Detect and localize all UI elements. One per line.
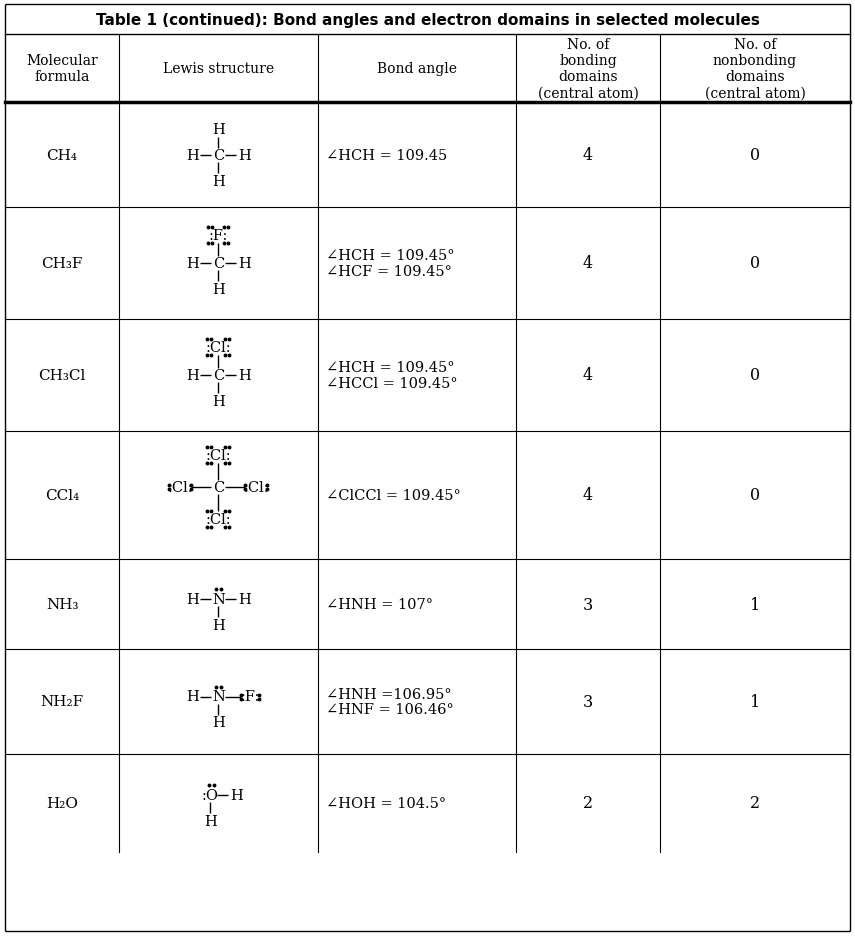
Text: Lewis structure: Lewis structure: [162, 62, 274, 76]
Text: ∠HCF = 109.45°: ∠HCF = 109.45°: [326, 264, 451, 278]
Text: :Cl:: :Cl:: [244, 480, 269, 494]
Text: H: H: [212, 395, 225, 408]
Text: H: H: [212, 174, 225, 188]
Text: H: H: [212, 619, 225, 633]
Text: ∠HCH = 109.45°: ∠HCH = 109.45°: [326, 361, 454, 375]
Text: 1: 1: [750, 694, 760, 710]
Text: :F:: :F:: [240, 690, 260, 704]
Text: H: H: [186, 369, 198, 383]
Text: ∠HOH = 104.5°: ∠HOH = 104.5°: [326, 797, 445, 811]
Text: H: H: [186, 690, 198, 704]
Text: NH₃: NH₃: [46, 597, 79, 611]
Text: ∠HNH =106.95°: ∠HNH =106.95°: [326, 687, 451, 701]
Text: 4: 4: [583, 256, 593, 272]
Text: ∠HNH = 107°: ∠HNH = 107°: [326, 597, 433, 611]
Text: C: C: [213, 369, 224, 383]
Text: NH₂F: NH₂F: [40, 695, 84, 709]
Text: H₂O: H₂O: [46, 797, 78, 811]
Text: 4: 4: [583, 147, 593, 164]
Text: 0: 0: [750, 367, 760, 384]
Text: No. of
nonbonding
domains
(central atom): No. of nonbonding domains (central atom): [705, 37, 805, 100]
Text: CCl₄: CCl₄: [45, 489, 80, 503]
Text: 1: 1: [750, 596, 760, 613]
Text: C: C: [213, 480, 224, 494]
Text: H: H: [238, 148, 251, 162]
Text: :O: :O: [202, 788, 219, 802]
Text: :Cl:: :Cl:: [205, 448, 231, 462]
Text: C: C: [213, 148, 224, 162]
Text: ∠HNF = 106.46°: ∠HNF = 106.46°: [326, 702, 453, 716]
Text: C: C: [213, 256, 224, 271]
Text: ∠ClCCl = 109.45°: ∠ClCCl = 109.45°: [326, 489, 460, 503]
Text: H: H: [204, 814, 216, 828]
Text: H: H: [186, 256, 198, 271]
Text: Table 1 (continued): Bond angles and electron domains in selected molecules: Table 1 (continued): Bond angles and ele…: [96, 12, 759, 27]
Text: 0: 0: [750, 256, 760, 272]
Text: H: H: [238, 592, 251, 607]
Text: No. of
bonding
domains
(central atom): No. of bonding domains (central atom): [538, 37, 639, 100]
Text: Bond angle: Bond angle: [377, 62, 457, 76]
Text: CH₃F: CH₃F: [41, 256, 83, 271]
Text: H: H: [186, 148, 198, 162]
Text: ∠HCCl = 109.45°: ∠HCCl = 109.45°: [326, 376, 457, 390]
Text: H: H: [230, 788, 243, 802]
Text: 3: 3: [583, 596, 593, 613]
Text: H: H: [238, 369, 251, 383]
Text: H: H: [238, 256, 251, 271]
Text: 4: 4: [583, 367, 593, 384]
Text: 4: 4: [583, 487, 593, 504]
Text: H: H: [212, 283, 225, 297]
Text: 2: 2: [583, 795, 593, 812]
Text: N: N: [212, 690, 225, 704]
Text: :Cl:: :Cl:: [168, 480, 193, 494]
Text: ∠HCH = 109.45: ∠HCH = 109.45: [326, 148, 447, 162]
Text: :F:: :F:: [209, 228, 228, 242]
Text: H: H: [212, 716, 225, 730]
Text: CH₄: CH₄: [46, 148, 78, 162]
Text: 0: 0: [750, 147, 760, 164]
Text: N: N: [212, 592, 225, 607]
Text: CH₃Cl: CH₃Cl: [38, 369, 86, 383]
Text: ∠HCH = 109.45°: ∠HCH = 109.45°: [326, 249, 454, 263]
Text: H: H: [186, 592, 198, 607]
Text: 3: 3: [583, 694, 593, 710]
Text: Molecular
formula: Molecular formula: [27, 54, 98, 84]
Text: 2: 2: [750, 795, 760, 812]
Text: H: H: [212, 123, 225, 137]
Text: 0: 0: [750, 487, 760, 504]
Text: :Cl:: :Cl:: [205, 512, 231, 526]
Text: :Cl:: :Cl:: [205, 341, 231, 355]
